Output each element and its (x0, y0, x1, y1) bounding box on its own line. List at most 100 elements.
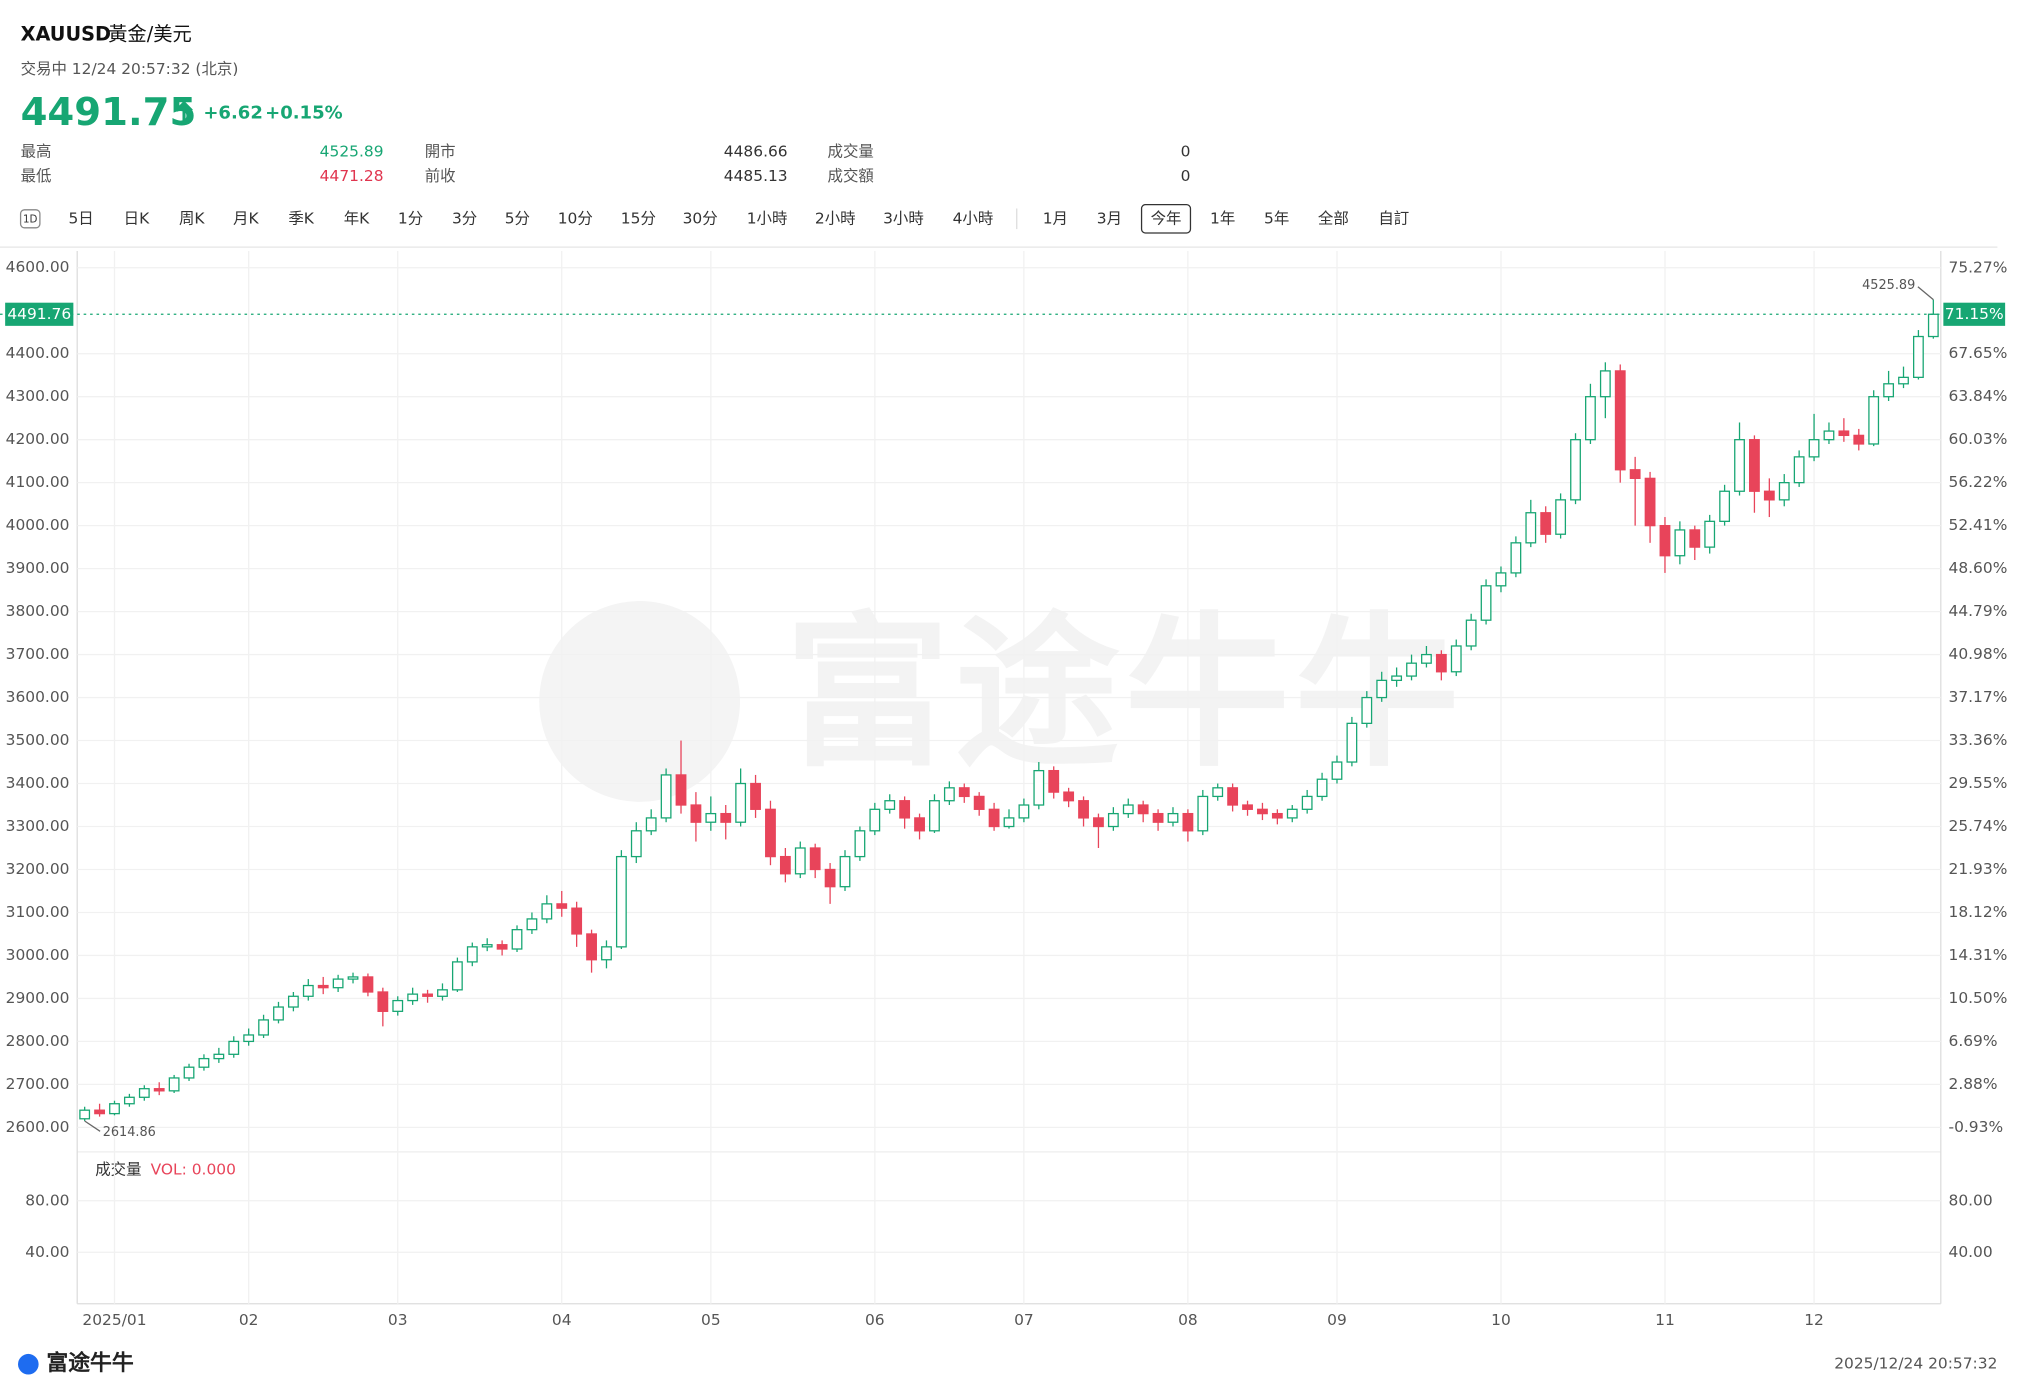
tab[interactable]: 1小時 (747, 209, 788, 227)
y-tick-label: 3300.00 (6, 817, 70, 835)
candle-body (1212, 787, 1224, 798)
candle-body (1182, 812, 1194, 832)
candle-body (1749, 439, 1760, 492)
max-label: 4525.89 (1862, 278, 1915, 293)
candle-body (392, 999, 404, 1012)
candle-body (720, 812, 732, 823)
y-tick-label: 4600.00 (6, 258, 70, 276)
volume-label: VOL: 0.000 (151, 1160, 236, 1178)
tab[interactable]: 年K (344, 209, 370, 227)
candle-body (779, 855, 791, 875)
candle-body (153, 1088, 165, 1092)
y-tick-label: 4200.00 (6, 430, 70, 448)
candle-body (1391, 675, 1403, 682)
tab[interactable]: 3小時 (883, 209, 924, 227)
candle-body (1346, 722, 1358, 763)
candle-body (1361, 696, 1373, 724)
y2-tick-label: 40.98% (1949, 645, 2008, 663)
x-tick-label: 09 (1327, 1311, 1347, 1329)
range-tab[interactable]: 3月 (1097, 209, 1122, 227)
candle-body (1823, 430, 1835, 441)
tab[interactable]: 4小時 (953, 209, 994, 227)
candle-body (198, 1057, 210, 1068)
candle-body (735, 782, 747, 823)
candle-body (705, 812, 717, 823)
y-tick-label: 3900.00 (6, 559, 70, 577)
tab[interactable]: 2小時 (815, 209, 856, 227)
interval-icon[interactable]: 1D (23, 213, 38, 225)
y2-tick-label: 37.17% (1949, 688, 2008, 706)
candle-body (958, 787, 970, 798)
vol-tick-label-right: 40.00 (1949, 1243, 1993, 1261)
tab[interactable]: 日K (124, 209, 150, 227)
y-tick-label: 4300.00 (6, 387, 70, 405)
range-tab[interactable]: 今年 (1151, 209, 1182, 227)
candle-body (1659, 524, 1671, 557)
tab[interactable]: 周K (179, 209, 205, 227)
candle-body (1495, 572, 1507, 587)
candle-body (1734, 439, 1745, 492)
stat-value: 4485.13 (724, 167, 788, 185)
y2-tick-label: 21.93% (1949, 860, 2008, 878)
tab[interactable]: 季K (288, 209, 314, 227)
candle-body (1674, 529, 1686, 557)
tab[interactable]: 5分 (505, 209, 530, 227)
candle-body (1570, 439, 1581, 501)
tab[interactable]: 1分 (398, 209, 423, 227)
instrument-name: 黃金/美元 (108, 22, 192, 45)
candle-body (258, 1019, 269, 1036)
candle-body (884, 800, 896, 810)
candle-body (839, 855, 851, 888)
watermark: 富途牛牛 (785, 597, 1464, 789)
x-tick-label: 04 (552, 1311, 572, 1329)
tab[interactable]: 3分 (452, 209, 477, 227)
footer-brand: 富途牛牛 (46, 1350, 134, 1376)
candle-body (630, 830, 642, 858)
watermark-logo (539, 601, 741, 802)
candle-body (1421, 653, 1432, 664)
candle-body (750, 782, 761, 810)
candle-body (1316, 778, 1328, 798)
x-tick-label: 12 (1804, 1311, 1824, 1329)
tab[interactable]: 30分 (683, 209, 718, 227)
tab[interactable]: 5日 (68, 209, 93, 227)
candle-body (228, 1040, 240, 1055)
candle-body (1778, 482, 1790, 501)
y2-tick-label: 33.36% (1949, 731, 2008, 749)
candle-body (1122, 804, 1134, 815)
y2-tick-label: 56.22% (1949, 473, 2008, 491)
y2-tick-label: 44.79% (1949, 602, 2008, 620)
candle-body (1480, 585, 1492, 621)
range-tab[interactable]: 1月 (1043, 209, 1068, 227)
x-tick-label: 05 (701, 1311, 721, 1329)
range-tab[interactable]: 自訂 (1378, 209, 1409, 227)
candle-body (1689, 529, 1701, 548)
candle-body (451, 961, 463, 991)
y2-tick-label: 6.69% (1949, 1032, 1998, 1050)
range-tab[interactable]: 5年 (1264, 209, 1289, 227)
tab[interactable]: 月K (233, 209, 259, 227)
stat-value: 0 (1181, 167, 1191, 185)
y2-tick-label: 14.31% (1949, 946, 2008, 964)
candle-body (601, 946, 612, 961)
y-tick-label: 3700.00 (6, 645, 70, 663)
candle-body (1331, 761, 1343, 780)
y2-tick-label: 52.41% (1949, 516, 2008, 534)
tab[interactable]: 10分 (558, 209, 593, 227)
tab[interactable]: 15分 (621, 209, 656, 227)
current-pct-box (1943, 302, 2006, 326)
range-tab[interactable]: 全部 (1318, 209, 1349, 227)
candle-body (765, 808, 776, 858)
stat-label: 成交額 (828, 167, 874, 185)
candle-body (213, 1053, 225, 1060)
y-tick-label: 4100.00 (6, 473, 70, 491)
range-tab[interactable]: 1年 (1210, 209, 1235, 227)
candle-body (1793, 456, 1805, 484)
max-connector (1917, 286, 1934, 301)
candle-body (929, 800, 940, 832)
candle-body (1227, 787, 1239, 806)
y-tick-label: 2600.00 (6, 1118, 70, 1136)
candle-body (1913, 335, 1924, 378)
footer-timestamp: 2025/12/24 20:57:32 (1834, 1355, 1997, 1373)
candle-body (1063, 791, 1075, 802)
